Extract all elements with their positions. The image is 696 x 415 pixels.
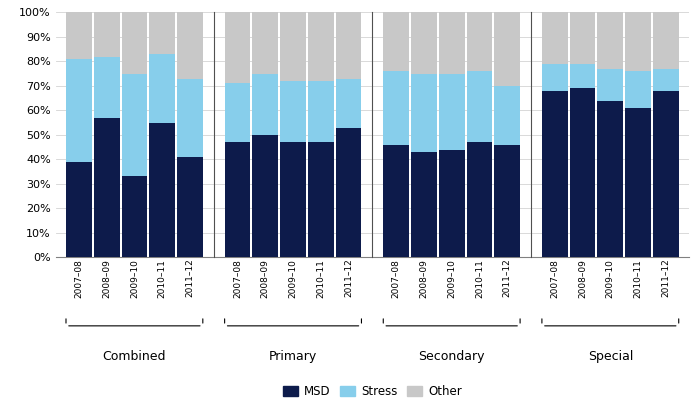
Bar — [438, 74, 464, 149]
Bar — [383, 145, 409, 257]
Bar — [149, 122, 175, 257]
Bar — [542, 64, 568, 91]
Bar — [94, 118, 120, 257]
Bar — [466, 142, 492, 257]
Bar — [597, 12, 623, 69]
Bar — [253, 12, 278, 73]
Bar — [625, 71, 651, 108]
Bar — [383, 12, 409, 71]
Bar — [542, 91, 568, 257]
Bar — [653, 91, 679, 257]
Bar — [335, 78, 361, 127]
Bar — [225, 12, 251, 83]
Bar — [383, 71, 409, 145]
Bar — [569, 64, 596, 88]
Bar — [280, 12, 306, 81]
Bar — [122, 176, 148, 257]
Bar — [308, 81, 333, 142]
Bar — [494, 12, 520, 86]
Bar — [466, 12, 492, 71]
Bar — [597, 69, 623, 100]
Bar — [466, 71, 492, 142]
Bar — [149, 12, 175, 54]
Bar — [66, 162, 92, 257]
Bar — [411, 152, 437, 257]
Bar — [411, 12, 437, 73]
Legend: MSD, Stress, Other: MSD, Stress, Other — [283, 385, 462, 398]
Bar — [653, 69, 679, 91]
Bar — [253, 73, 278, 135]
Bar — [225, 142, 251, 257]
Bar — [280, 81, 306, 142]
Bar — [66, 12, 92, 59]
Text: Special: Special — [587, 350, 633, 364]
Bar — [438, 149, 464, 257]
Bar — [253, 135, 278, 257]
Bar — [625, 12, 651, 71]
Bar — [494, 145, 520, 257]
Bar — [335, 127, 361, 257]
Bar — [149, 54, 175, 122]
Bar — [308, 142, 333, 257]
Bar — [177, 78, 203, 157]
Text: Secondary: Secondary — [418, 350, 485, 364]
Bar — [335, 12, 361, 78]
Text: Combined: Combined — [102, 350, 166, 364]
Bar — [625, 108, 651, 257]
Bar — [94, 12, 120, 56]
Text: Primary: Primary — [269, 350, 317, 364]
Bar — [438, 12, 464, 73]
Bar — [66, 59, 92, 162]
Bar — [122, 12, 148, 73]
Bar — [122, 73, 148, 176]
Bar — [597, 100, 623, 257]
Bar — [280, 142, 306, 257]
Bar — [177, 12, 203, 78]
Bar — [308, 12, 333, 81]
Bar — [177, 157, 203, 257]
Bar — [569, 88, 596, 257]
Bar — [94, 56, 120, 118]
Bar — [225, 83, 251, 142]
Bar — [542, 12, 568, 64]
Bar — [411, 73, 437, 152]
Bar — [494, 86, 520, 145]
Bar — [569, 12, 596, 64]
Bar — [653, 12, 679, 69]
